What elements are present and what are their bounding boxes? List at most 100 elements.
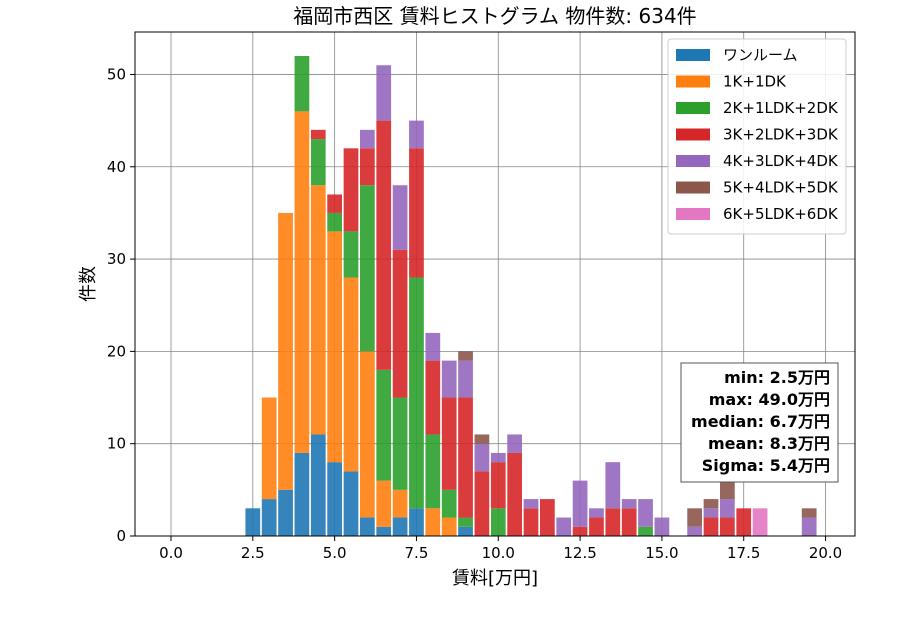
stat-mean: mean: 8.3万円 xyxy=(708,434,830,453)
bar-series-3 xyxy=(441,397,457,490)
legend-swatch xyxy=(676,49,710,61)
bar-series-3 xyxy=(409,148,424,278)
bar-series-3 xyxy=(458,397,473,518)
bar-series-3 xyxy=(523,508,539,536)
bar-series-4 xyxy=(409,120,424,149)
chart-title: 福岡市西区 賃料ヒストグラム 物件数: 634件 xyxy=(293,4,696,28)
legend-label: ワンルーム xyxy=(723,46,798,64)
legend-label: 6K+5LDK+6DK xyxy=(723,205,839,223)
bar-series-4 xyxy=(523,499,539,509)
bar-series-1 xyxy=(441,517,457,536)
legend-label: 3K+2LDK+3DK xyxy=(723,126,839,144)
bar-series-4 xyxy=(458,360,473,398)
bar-series-3 xyxy=(621,508,637,536)
stats-box-frame xyxy=(680,362,839,483)
y-tick-label: 0 xyxy=(116,527,126,545)
bar-series-0 xyxy=(458,526,473,536)
bar-series-0 xyxy=(278,489,293,536)
bar-series-2 xyxy=(458,517,473,527)
bar-series-4 xyxy=(654,517,670,536)
x-tick-label: 20.0 xyxy=(809,544,842,562)
legend-label: 5K+4LDK+5DK xyxy=(723,179,839,197)
bar-series-3 xyxy=(376,120,392,370)
bar-series-4 xyxy=(474,443,490,472)
bar-series-4 xyxy=(392,185,408,250)
legend-label: 1K+1DK xyxy=(723,73,787,91)
bar-series-2 xyxy=(409,277,424,509)
legend-swatch xyxy=(676,155,710,167)
bar-series-2 xyxy=(638,526,653,536)
bar-series-3 xyxy=(310,129,326,140)
bar-series-2 xyxy=(327,212,342,232)
x-tick-label: 17.5 xyxy=(727,544,760,562)
bar-series-4 xyxy=(703,508,719,518)
legend-swatch xyxy=(676,75,710,88)
x-axis-label: 賃料[万円] xyxy=(452,568,538,589)
bar-series-5 xyxy=(687,508,702,527)
bar-series-4 xyxy=(638,499,653,527)
legend-box xyxy=(667,38,847,235)
bar-series-4 xyxy=(621,499,637,509)
bar-series-3 xyxy=(327,194,342,213)
bars-layer xyxy=(245,56,817,536)
legend-swatch xyxy=(676,208,710,220)
bar-series-6 xyxy=(752,508,768,536)
stat-sigma: Sigma: 5.4万円 xyxy=(702,456,830,475)
bar-series-3 xyxy=(360,148,375,186)
x-tick-label: 5.0 xyxy=(323,544,347,562)
bar-series-1 xyxy=(310,185,326,435)
bar-series-2 xyxy=(360,185,375,352)
bar-series-4 xyxy=(572,480,588,527)
bar-series-4 xyxy=(441,360,457,398)
stat-min: min: 2.5万円 xyxy=(724,368,830,387)
bar-series-2 xyxy=(441,489,457,518)
legend-swatch xyxy=(676,181,710,194)
bar-series-0 xyxy=(392,517,408,536)
x-tick-label: 15.0 xyxy=(645,544,678,562)
legend-label: 2K+1LDK+2DK xyxy=(723,99,839,117)
bar-series-5 xyxy=(458,351,473,361)
bar-series-2 xyxy=(376,369,392,481)
y-tick-label: 50 xyxy=(107,65,126,83)
bar-series-1 xyxy=(392,489,408,518)
bar-series-2 xyxy=(392,397,408,490)
bar-series-0 xyxy=(360,517,375,536)
bar-series-2 xyxy=(343,231,359,278)
plot-frame xyxy=(134,31,856,537)
bar-series-4 xyxy=(556,517,572,536)
bar-series-0 xyxy=(327,462,342,536)
bar-series-4 xyxy=(801,517,817,536)
bar-series-3 xyxy=(605,508,621,536)
stat-max: max: 49.0万円 xyxy=(709,390,830,409)
bar-series-3 xyxy=(474,471,490,536)
bar-series-1 xyxy=(294,111,310,453)
bar-series-4 xyxy=(720,499,735,518)
legend: ワンルーム 1K+1DK 2K+1LDK+2DK 3K+2LDK+3DK 4K+3LDK… xyxy=(667,38,847,235)
bar-series-3 xyxy=(589,517,604,536)
bar-series-3 xyxy=(540,499,555,536)
bar-series-2 xyxy=(310,139,326,186)
bar-series-3 xyxy=(392,249,408,398)
bar-series-5 xyxy=(801,508,817,518)
bar-series-4 xyxy=(360,129,375,149)
bar-series-1 xyxy=(360,351,375,518)
bar-series-2 xyxy=(425,434,441,509)
y-tick-label: 20 xyxy=(107,342,126,360)
bar-series-3 xyxy=(736,508,752,536)
bar-series-4 xyxy=(687,526,702,536)
bar-series-0 xyxy=(245,508,261,536)
x-axis-ticks: 0.0 2.5 5.0 7.5 10.0 12.5 15.0 17.5 20.0 xyxy=(159,536,842,562)
bar-series-4 xyxy=(507,434,522,453)
bar-series-5 xyxy=(474,434,490,444)
bar-series-4 xyxy=(490,452,506,463)
y-tick-label: 40 xyxy=(107,158,126,176)
bar-series-4 xyxy=(605,462,621,509)
legend-swatch xyxy=(676,102,710,114)
bar-series-3 xyxy=(703,517,719,536)
bar-series-0 xyxy=(343,471,359,536)
bar-series-1 xyxy=(425,508,441,536)
bar-series-2 xyxy=(294,56,310,112)
bar-series-4 xyxy=(376,65,392,121)
bar-series-3 xyxy=(425,360,441,435)
